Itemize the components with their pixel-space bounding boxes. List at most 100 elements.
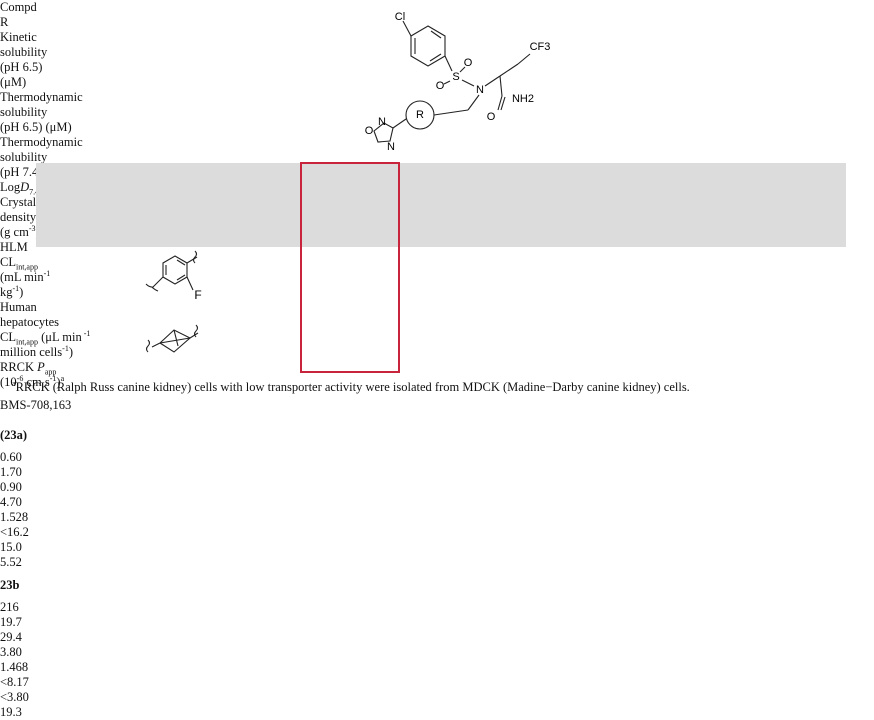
header-line: solubility [0, 45, 874, 60]
header-text: (μL min [37, 330, 82, 344]
header-text: ) [56, 375, 61, 389]
header-line: Thermodynamic [0, 135, 874, 150]
header-line: HLM [0, 240, 874, 255]
header-line: hepatocytes [0, 315, 874, 330]
value-cell: 15.0 [0, 540, 22, 554]
bond [151, 276, 164, 289]
header-line: Human [0, 300, 874, 315]
atom: N [387, 141, 395, 153]
value-cell: <3.80 [0, 690, 29, 704]
bond [410, 25, 446, 67]
header-cell: RRCK Papp (10-6 cm s-1)a [0, 360, 874, 390]
compound-name: (23a) [0, 428, 28, 442]
header-text: (μM) [0, 75, 27, 89]
header-text: density [0, 210, 37, 224]
header-text: solubility [0, 150, 48, 164]
ring [373, 122, 394, 143]
value-cell: 0.90 [0, 480, 22, 494]
atom: F [194, 288, 201, 302]
header-band [36, 163, 846, 247]
bond [392, 118, 407, 129]
value-cell: 0.60 [0, 450, 22, 464]
value-cell: 19.3 [0, 705, 22, 719]
bond [467, 94, 480, 111]
bond [433, 109, 469, 116]
superscript: -1 [62, 343, 69, 353]
header-cell: Kinetic solubility (pH 6.5) (μM) [0, 30, 874, 90]
value-cell: 3.80 [0, 645, 22, 659]
header-text: Log [0, 180, 21, 194]
bond [186, 256, 198, 264]
highlight-box [300, 162, 400, 373]
value-cell: 5.52 [0, 555, 22, 569]
bond [173, 329, 179, 347]
header-line: kg-1) [0, 283, 874, 300]
header-text: Kinetic [0, 30, 37, 44]
header-cell: Human hepatocytes CLint,app (μL min -1 mill… [0, 300, 874, 360]
footnote-mark: a [12, 378, 16, 388]
value-cell: <16.2 [0, 525, 29, 539]
header-text: Compd [0, 0, 37, 14]
superscript: -6 [16, 373, 24, 383]
value-cell: 1.528 [0, 510, 29, 524]
header-line: Crystal [0, 195, 874, 210]
header-line: LogD7.4 [0, 180, 874, 196]
bond [484, 75, 501, 87]
compound-name: 23b [0, 578, 20, 592]
atom: CF3 [530, 41, 551, 53]
header-line: solubility [0, 150, 874, 165]
italic-text: D [20, 180, 30, 194]
header-line: (pH 6.5) [0, 60, 874, 75]
header-text: cm s [23, 375, 50, 389]
superscript: a [60, 373, 65, 383]
bond [461, 79, 475, 87]
header-line: RRCK Papp [0, 360, 874, 376]
header-line: Kinetic [0, 30, 874, 45]
header-text: solubility [0, 105, 48, 119]
header-line: CLint,app [0, 255, 874, 271]
atom: R [416, 109, 424, 121]
value-cell: 29.4 [0, 630, 22, 644]
value-cell: 216 [0, 600, 19, 614]
bond [430, 30, 442, 39]
value-cell: 1.70 [0, 465, 22, 479]
superscript: -3 [28, 223, 36, 233]
header-text: RRCK [0, 360, 38, 374]
header-line: density [0, 210, 874, 225]
atom: O [436, 80, 445, 92]
structure: Cl S O O N CF3 NH2 O R O N N F [36, 11, 846, 373]
header-cell: R [0, 15, 874, 30]
header-cell: Compd [0, 0, 874, 15]
header-text: R [0, 15, 9, 29]
header-text: HLM [0, 240, 28, 254]
superscript: -1 [12, 283, 20, 293]
header-text: Thermodynamic [0, 90, 83, 104]
header-cell: Thermodynamic solubility (pH 6.5) (μM) [0, 90, 874, 135]
header-text: million cells [0, 345, 63, 359]
header-text: hepatocytes [0, 315, 60, 329]
atom: N [476, 84, 484, 96]
header-text: kg [0, 285, 13, 299]
ring [405, 100, 435, 130]
header-line: Thermodynamic [0, 90, 874, 105]
bond [176, 259, 186, 266]
value-cell: <8.17 [0, 675, 29, 689]
header-line: (μM) [0, 75, 874, 90]
bond [444, 55, 453, 72]
header-line: solubility [0, 105, 874, 120]
atom: O [365, 125, 374, 137]
bond [499, 75, 503, 97]
footnote: aRRCK (Ralph Russ canine kidney) cells w… [12, 378, 690, 395]
superscript: -1 [81, 328, 91, 338]
header-line: CLint,app (μL min -1 [0, 328, 874, 347]
atom: Cl [395, 11, 405, 23]
wavy [145, 339, 161, 353]
header-line: (10-6 cm s-1)a [0, 373, 874, 390]
bond [159, 337, 191, 344]
bond [500, 96, 506, 111]
header-line: million cells-1) [0, 343, 874, 360]
bond [499, 63, 519, 77]
subscript: int,app [15, 337, 38, 347]
header-text: (10 [0, 375, 17, 389]
